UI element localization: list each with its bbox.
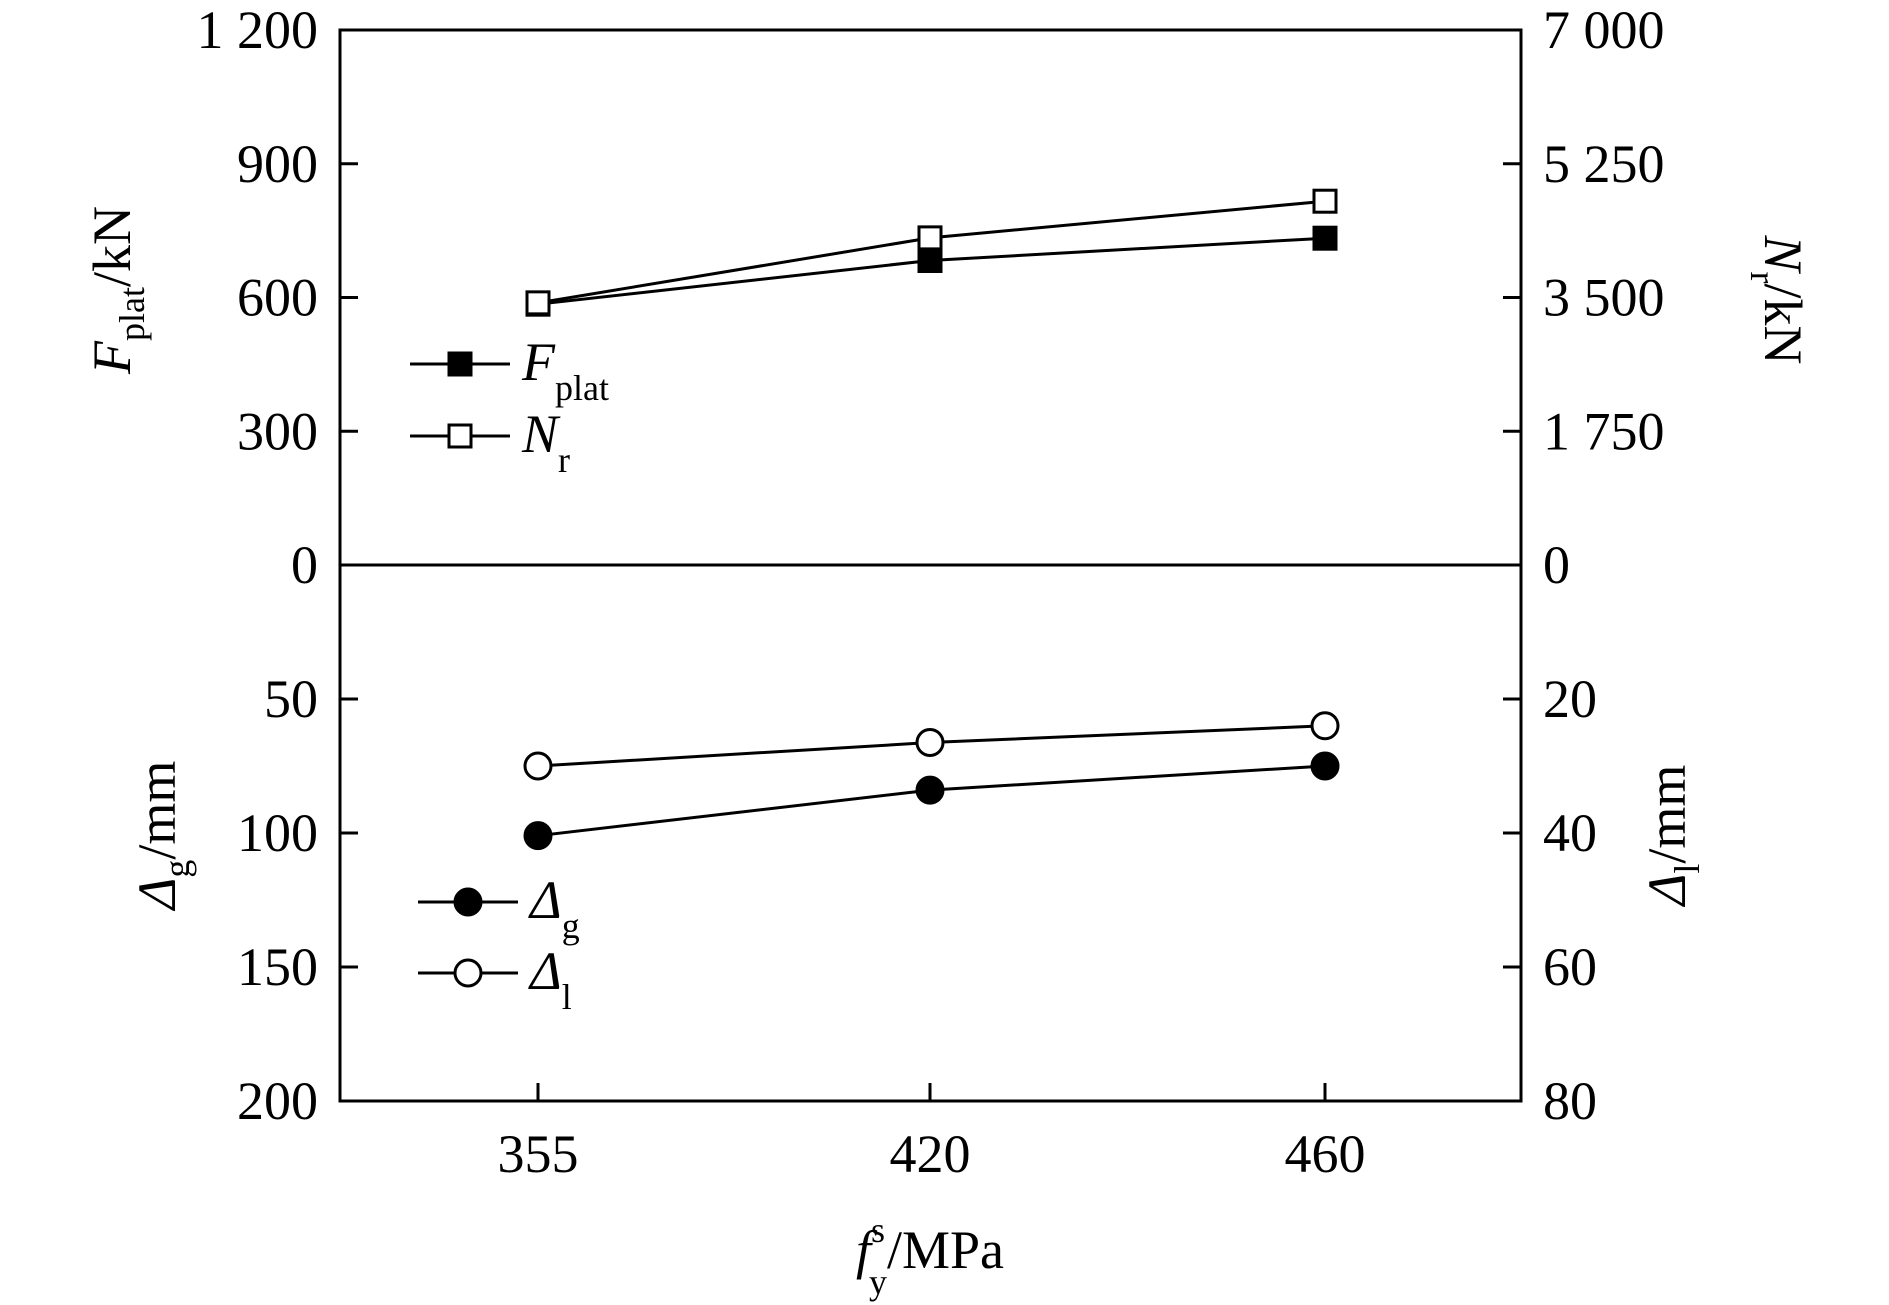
bottom-series-1-point bbox=[1310, 751, 1340, 781]
bottom-left-axis-tick-label: 100 bbox=[237, 803, 318, 863]
x-axis-tick-label: 420 bbox=[890, 1124, 971, 1184]
top-right-axis-tick-label: 0 bbox=[1543, 535, 1570, 595]
bottom-series-2-point bbox=[915, 728, 945, 758]
bottom-right-axis-tick-label: 60 bbox=[1543, 937, 1597, 997]
top-left-axis-tick-label: 300 bbox=[237, 401, 318, 461]
legend-bottom-series-2: Δl bbox=[418, 941, 572, 1017]
top-series-2-point bbox=[525, 290, 551, 316]
bottom-left-axis-tick-label: 200 bbox=[237, 1071, 318, 1131]
top-right-axis-tick-label: 1 750 bbox=[1543, 401, 1665, 461]
bottom-right-axis-tick-label: 40 bbox=[1543, 803, 1597, 863]
top-right-axis-tick-label: 7 000 bbox=[1543, 0, 1665, 60]
legend-bottom-series-1-label: Δg bbox=[528, 870, 580, 946]
legend-top-series-1-label: Fplat bbox=[521, 332, 609, 408]
bottom-right-axis-tick-label: 20 bbox=[1543, 669, 1597, 729]
bottom-left-axis-title: Δg/mm bbox=[127, 761, 197, 912]
top-series-1-point bbox=[1312, 225, 1338, 251]
bottom-left-axis-tick-label: 150 bbox=[237, 937, 318, 997]
top-right-axis-title: Nr/kN bbox=[1743, 234, 1813, 364]
top-series-2-point bbox=[1312, 188, 1338, 214]
x-axis-tick-label: 355 bbox=[498, 1124, 579, 1184]
legend-bottom-series-1-marker bbox=[453, 887, 483, 917]
series-markers bbox=[523, 188, 1340, 851]
top-left-axis-title: Fplat/kN bbox=[82, 206, 152, 375]
top-right-axis-tick-label: 3 500 bbox=[1543, 268, 1665, 328]
bottom-right-axis-title: Δl/mm bbox=[1637, 765, 1707, 908]
legend-bottom-series-2-label: Δl bbox=[528, 941, 572, 1017]
top-left-axis-tick-label: 1 200 bbox=[197, 0, 319, 60]
legend-top-series-2: Nr bbox=[410, 404, 570, 480]
legend-top-series-2-label: Nr bbox=[521, 404, 570, 480]
x-axis-tick-label: 460 bbox=[1285, 1124, 1366, 1184]
bottom-series-2-point bbox=[523, 751, 553, 781]
legend-bottom-series-1: Δg bbox=[418, 870, 580, 946]
top-left-axis-tick-label: 900 bbox=[237, 134, 318, 194]
top-left-axis-tick-label: 600 bbox=[237, 268, 318, 328]
legend-bottom-series-2-marker bbox=[453, 958, 483, 988]
bottom-left-axis-tick-label: 50 bbox=[264, 669, 318, 729]
top-left-axis-tick-label: 0 bbox=[291, 535, 318, 595]
legend-top-series-1-marker bbox=[447, 351, 473, 377]
legend-top-series-1: Fplat bbox=[410, 332, 609, 408]
axis-ticks bbox=[340, 28, 1521, 1103]
top-series-2-point bbox=[917, 225, 943, 251]
bottom-series-1-point bbox=[915, 775, 945, 805]
legend-top-series-2-marker bbox=[447, 423, 473, 449]
bottom-series-2-point bbox=[1310, 711, 1340, 741]
bottom-series-1-point bbox=[523, 821, 553, 851]
tick-labels: 0 300 600 900 1 200 0 1 750 3 500 5 250 7 000 50 10… bbox=[197, 0, 1665, 1184]
bottom-right-axis-tick-label: 80 bbox=[1543, 1071, 1597, 1131]
top-right-axis-tick-label: 5 250 bbox=[1543, 134, 1665, 194]
x-axis-title: fs y/MPa bbox=[856, 1210, 1004, 1302]
top-series-1-point bbox=[917, 247, 943, 273]
